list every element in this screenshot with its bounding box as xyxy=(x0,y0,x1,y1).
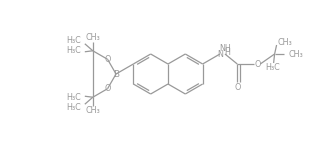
Text: H₃C: H₃C xyxy=(265,62,280,71)
Text: H₃C: H₃C xyxy=(66,93,81,102)
Text: H₃C: H₃C xyxy=(66,46,81,55)
Text: O: O xyxy=(104,55,111,64)
Text: O: O xyxy=(254,59,261,69)
Text: NH: NH xyxy=(219,44,231,53)
Text: B: B xyxy=(113,70,119,78)
Text: N: N xyxy=(217,49,223,58)
Text: H: H xyxy=(224,48,230,57)
Text: H₃C: H₃C xyxy=(66,36,81,45)
Text: CH₃: CH₃ xyxy=(86,33,100,42)
Text: H₃C: H₃C xyxy=(66,103,81,112)
Text: CH₃: CH₃ xyxy=(288,49,303,58)
Text: O: O xyxy=(234,82,241,91)
Text: CH₃: CH₃ xyxy=(278,37,292,46)
Text: CH₃: CH₃ xyxy=(86,106,100,115)
Text: O: O xyxy=(104,84,111,93)
